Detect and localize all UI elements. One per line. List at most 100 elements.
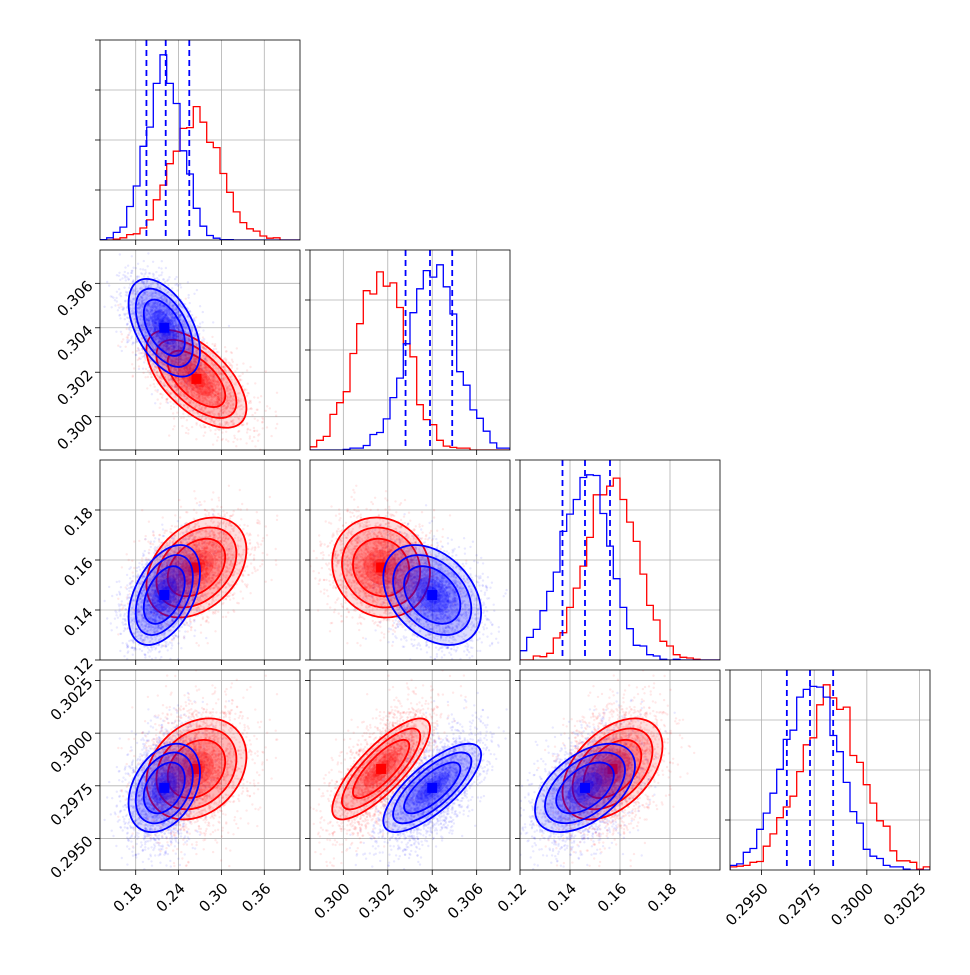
scatter-point [253, 396, 255, 398]
scatter-point [187, 297, 189, 299]
scatter-panel-1-0 [100, 250, 300, 471]
scatter-point [128, 334, 130, 336]
scatter-point [228, 469, 230, 471]
scatter-point [140, 272, 142, 274]
scatter-point [276, 423, 278, 425]
scatter-point [143, 275, 145, 277]
scatter-point [180, 286, 182, 288]
scatter-point [115, 331, 117, 333]
scatter-point [203, 338, 205, 340]
scatter-point [173, 406, 175, 408]
scatter-point [236, 438, 238, 440]
scatter-point [121, 350, 123, 352]
scatter-point [132, 279, 134, 281]
scatter-point [193, 318, 195, 320]
scatter-point [128, 278, 130, 280]
scatter-point [256, 409, 258, 411]
scatter-point [176, 412, 178, 414]
scatter-point [253, 430, 255, 432]
scatter-point [183, 417, 185, 419]
scatter-point [118, 314, 120, 316]
scatter-point [209, 429, 211, 431]
scatter-point [217, 436, 219, 438]
scatter-point [179, 284, 181, 286]
scatter-point [111, 306, 113, 308]
scatter-point [127, 265, 129, 267]
scatter-point [234, 370, 236, 372]
scatter-point [117, 304, 119, 306]
scatter-point [254, 382, 256, 384]
scatter-point [224, 357, 226, 359]
scatter-point [247, 392, 249, 394]
scatter-point [211, 336, 213, 338]
scatter-point [215, 348, 217, 350]
scatter-point [197, 325, 199, 327]
scatter-point [246, 369, 248, 371]
scatter-point [144, 376, 146, 378]
scatter-point [140, 352, 142, 354]
scatter-point [202, 311, 204, 313]
scatter-point [251, 440, 253, 442]
scatter-point [130, 275, 132, 277]
scatter-point [159, 403, 161, 405]
scatter-point [152, 273, 154, 275]
scatter-point [235, 445, 237, 447]
scatter-point [116, 300, 118, 302]
scatter-point [247, 383, 249, 385]
scatter-point [157, 398, 159, 400]
scatter-point [141, 356, 143, 358]
scatter-point [249, 429, 251, 431]
scatter-point [186, 427, 188, 429]
scatter-point [159, 407, 161, 409]
scatter-point [199, 326, 201, 328]
scatter-point [195, 422, 197, 424]
scatter-point [165, 267, 167, 269]
scatter-point [265, 370, 267, 372]
scatter-point [154, 386, 156, 388]
scatter-point [149, 384, 151, 386]
scatter-point [138, 365, 140, 367]
scatter-point [240, 438, 242, 440]
scatter-point [167, 284, 169, 286]
scatter-point [158, 274, 160, 276]
scatter-point [131, 270, 133, 272]
scatter-point [239, 378, 241, 380]
scatter-point [167, 402, 169, 404]
scatter-point [245, 389, 247, 391]
scatter-point [275, 427, 277, 429]
scatter-point [231, 365, 233, 367]
scatter-point [123, 287, 125, 289]
scatter-point [132, 267, 134, 269]
scatter-point [127, 272, 129, 274]
scatter-point [172, 412, 174, 414]
scatter-point [121, 277, 123, 279]
scatter-point [122, 338, 124, 340]
scatter-point [249, 400, 251, 402]
scatter-point [191, 426, 193, 428]
scatter-point [124, 266, 126, 268]
scatter-point [174, 278, 176, 280]
scatter-point [129, 325, 131, 327]
scatter-point [238, 375, 240, 377]
scatter-point [147, 252, 149, 254]
scatter-point [246, 431, 248, 433]
scatter-point [157, 389, 159, 391]
scatter-point [251, 414, 253, 416]
scatter-point [213, 348, 215, 350]
scatter-point [144, 273, 146, 275]
scatter-point [246, 422, 248, 424]
scatter-point [228, 325, 230, 327]
scatter-point [202, 329, 204, 331]
scatter-point [221, 431, 223, 433]
scatter-point [160, 274, 162, 276]
scatter-point [147, 370, 149, 372]
scatter-point [170, 408, 172, 410]
scatter-point [121, 333, 123, 335]
scatter-point [108, 284, 110, 286]
scatter-point [253, 427, 255, 429]
scatter-point [225, 451, 227, 453]
scatter-point [125, 279, 127, 281]
scatter-point [103, 306, 105, 308]
scatter-point [138, 368, 140, 370]
scatter-point [118, 272, 120, 274]
